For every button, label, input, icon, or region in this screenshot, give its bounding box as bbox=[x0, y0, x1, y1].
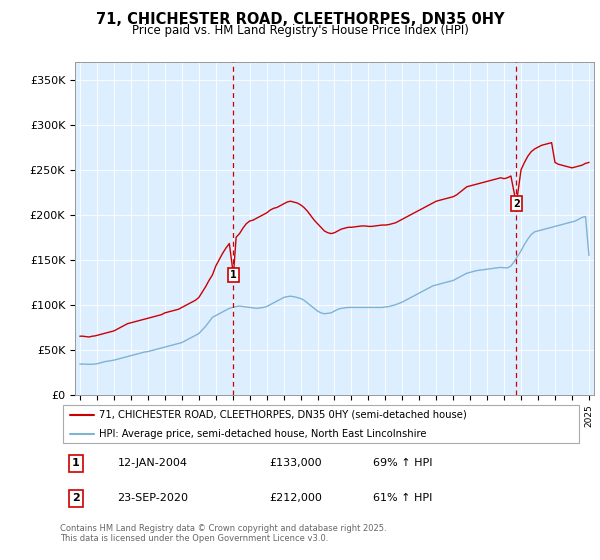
Text: 1: 1 bbox=[230, 270, 237, 280]
Text: 61% ↑ HPI: 61% ↑ HPI bbox=[373, 493, 433, 503]
Text: 71, CHICHESTER ROAD, CLEETHORPES, DN35 0HY: 71, CHICHESTER ROAD, CLEETHORPES, DN35 0… bbox=[96, 12, 504, 27]
Text: Contains HM Land Registry data © Crown copyright and database right 2025.
This d: Contains HM Land Registry data © Crown c… bbox=[60, 524, 386, 543]
Text: 2: 2 bbox=[72, 493, 80, 503]
Text: £133,000: £133,000 bbox=[269, 459, 322, 468]
Text: Price paid vs. HM Land Registry's House Price Index (HPI): Price paid vs. HM Land Registry's House … bbox=[131, 24, 469, 36]
Text: 23-SEP-2020: 23-SEP-2020 bbox=[118, 493, 188, 503]
Text: 71, CHICHESTER ROAD, CLEETHORPES, DN35 0HY (semi-detached house): 71, CHICHESTER ROAD, CLEETHORPES, DN35 0… bbox=[99, 409, 467, 419]
Text: 1: 1 bbox=[72, 459, 80, 468]
Text: 12-JAN-2004: 12-JAN-2004 bbox=[118, 459, 187, 468]
Text: HPI: Average price, semi-detached house, North East Lincolnshire: HPI: Average price, semi-detached house,… bbox=[99, 429, 427, 439]
FancyBboxPatch shape bbox=[62, 405, 580, 443]
Text: 69% ↑ HPI: 69% ↑ HPI bbox=[373, 459, 433, 468]
Text: £212,000: £212,000 bbox=[269, 493, 322, 503]
Text: 2: 2 bbox=[513, 199, 520, 209]
